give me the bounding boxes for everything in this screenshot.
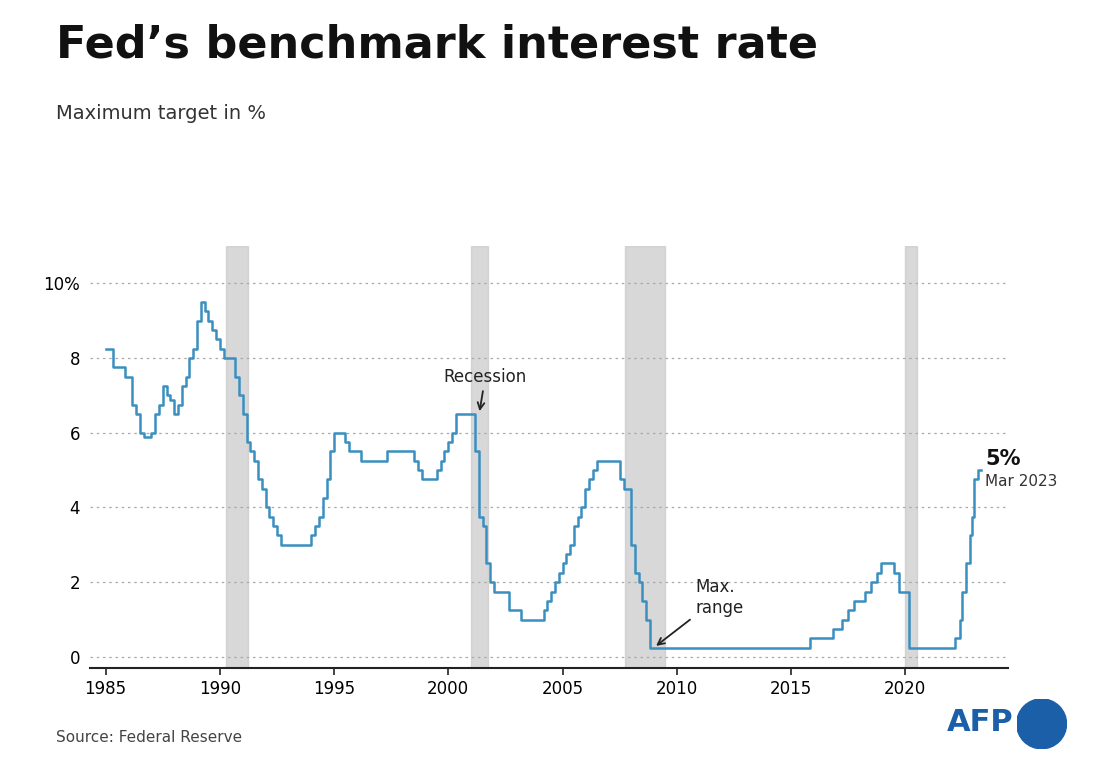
- Text: AFP: AFP: [946, 708, 1012, 737]
- Circle shape: [1017, 699, 1066, 749]
- Text: Max.
range: Max. range: [657, 578, 744, 644]
- Text: Recession: Recession: [444, 368, 526, 409]
- Text: Fed’s benchmark interest rate: Fed’s benchmark interest rate: [56, 23, 818, 66]
- Bar: [625, 246, 665, 668]
- Text: Source: Federal Reserve: Source: Federal Reserve: [56, 730, 242, 745]
- Bar: [472, 246, 488, 668]
- Text: Mar 2023: Mar 2023: [986, 474, 1057, 488]
- Bar: [225, 246, 249, 668]
- Text: 5%: 5%: [986, 449, 1020, 468]
- Text: Maximum target in %: Maximum target in %: [56, 104, 267, 123]
- Bar: [905, 246, 916, 668]
